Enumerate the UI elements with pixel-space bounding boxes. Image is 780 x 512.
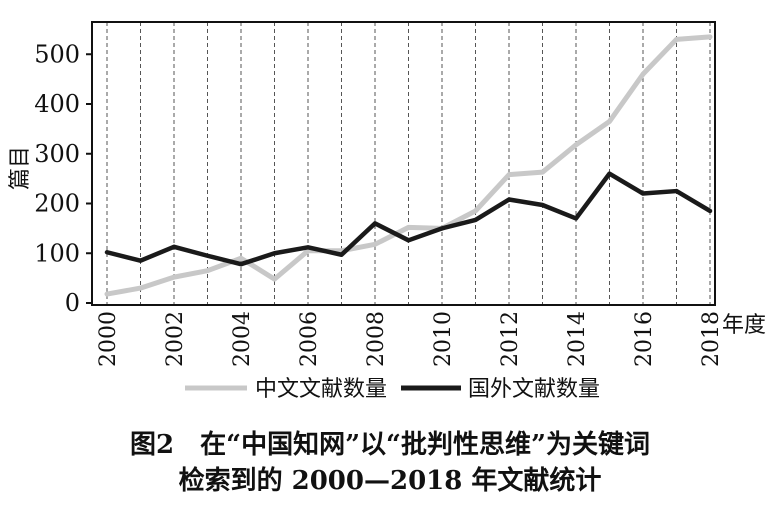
y-axis-title: 篇目	[8, 146, 33, 190]
x-tick-label: 2006	[297, 311, 322, 367]
figure-caption-line1: 图2 在“中国知网”以“批判性思维”为关键词	[0, 424, 780, 461]
caption-text-1: 在“中国知网”以“批判性思维”为关键词	[200, 430, 650, 460]
series-line-chinese	[104, 34, 713, 297]
x-tick-label: 2018	[699, 311, 724, 367]
y-tick-label: 200	[34, 190, 80, 218]
y-tick-label: 100	[34, 239, 80, 267]
x-tick-label: 2016	[632, 311, 657, 367]
x-tick-label: 2004	[230, 311, 255, 367]
x-tick-label: 2008	[364, 311, 389, 367]
x-axis-unit-label: 年度	[722, 313, 766, 338]
y-tick-label: 0	[65, 289, 80, 317]
y-axis-ticks: 0 100 200 300 400 500	[34, 40, 92, 317]
x-tick-label: 2012	[498, 311, 523, 367]
legend-label-chinese: 中文文献数量	[255, 377, 387, 402]
caption-text-2: 检索到的 2000—2018 年文献统计	[178, 466, 602, 496]
y-tick-label: 400	[34, 90, 80, 118]
y-tick-label: 300	[34, 140, 80, 168]
grid	[106, 22, 711, 305]
legend: 中文文献数量 国外文献数量	[185, 377, 600, 402]
series-lines	[104, 34, 713, 297]
legend-label-foreign: 国外文献数量	[468, 377, 600, 402]
figure-caption-line2: 检索到的 2000—2018 年文献统计	[0, 460, 780, 497]
x-tick-label: 2014	[565, 311, 590, 367]
chart: 0 100 200 300 400 500 2000 2002 2004 2006 2008 201…	[8, 21, 766, 402]
x-tick-label: 2002	[163, 311, 188, 367]
figure-number: 图2	[130, 430, 175, 460]
x-axis-ticks: 2000 2002 2004 2006 2008 2010 2012 2014 2016 2018	[96, 311, 724, 367]
series-line-foreign	[104, 171, 713, 267]
plot-frame	[91, 21, 716, 306]
y-tick-label: 500	[34, 40, 80, 68]
x-tick-label: 2000	[96, 311, 121, 367]
x-tick-label: 2010	[431, 311, 456, 367]
